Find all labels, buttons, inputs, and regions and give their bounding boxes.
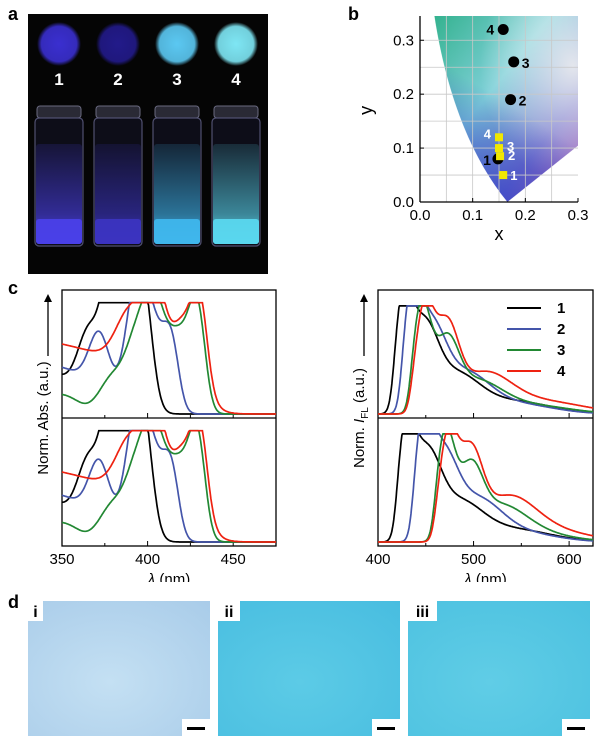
panel-c-label: c xyxy=(8,278,19,298)
curve-series-3-top xyxy=(378,305,593,415)
vial-cap-4 xyxy=(213,105,259,119)
film-spot-3 xyxy=(155,22,199,66)
x-tick-label: 500 xyxy=(461,551,486,568)
cie-point-square-2 xyxy=(496,152,505,161)
x-tick-label: 450 xyxy=(221,551,246,568)
x-tick-label: 400 xyxy=(135,551,160,568)
x-axis-label: λ (nm) xyxy=(147,571,190,582)
curve-series-4-top xyxy=(378,305,594,415)
scale-bar-ii xyxy=(377,727,395,730)
x-axis-label: λ (nm) xyxy=(463,571,506,582)
scale-bar-i xyxy=(187,727,205,730)
panel-d-label: d xyxy=(8,592,19,612)
vial-glow-2 xyxy=(95,219,141,244)
micrograph-label-iii: iii xyxy=(416,604,429,621)
vial-glow-4 xyxy=(213,219,259,244)
circle-label-4: 4 xyxy=(486,21,494,37)
film-spot-2 xyxy=(96,22,140,66)
cie-point-circle-3 xyxy=(508,56,520,68)
panel-c-fluorescence-chart: 400 500 600 λ (nm) Norm. IFL (a.u.) 1 2 3 4 xyxy=(351,289,594,582)
curve-series-3-top xyxy=(61,301,276,415)
micrograph-ii xyxy=(218,601,400,736)
sample-label-4: 4 xyxy=(231,70,241,89)
curve-series-4-top xyxy=(61,301,276,415)
vial-cap-3 xyxy=(154,105,200,119)
sample-label-2: 2 xyxy=(113,70,122,89)
y-arrow-head xyxy=(360,294,368,302)
cie-point-circle-4 xyxy=(497,23,509,35)
micrograph-label-i: i xyxy=(33,604,37,621)
curve-series-3-bottom xyxy=(61,429,276,543)
film-spot-4 xyxy=(214,22,258,66)
legend-label-3: 3 xyxy=(557,342,565,359)
y-axis-label: Norm. Abs. (a.u.) xyxy=(35,361,52,474)
y-tick-label: 0.0 xyxy=(393,194,414,211)
cie-point-square-4 xyxy=(495,133,503,142)
panel-c-absorption-chart: 350 400 450 λ (nm) Norm. Abs. (a.u.) xyxy=(35,289,277,582)
sample-label-3: 3 xyxy=(172,70,181,89)
cie-color-blue xyxy=(434,16,578,202)
x-axis-label: x xyxy=(495,224,504,244)
vial-cap-2 xyxy=(95,105,141,119)
panel-a-photo: 1 2 3 4 xyxy=(28,14,268,274)
x-tick-label: 0.3 xyxy=(568,207,589,224)
micrograph-iii xyxy=(408,601,590,736)
circle-label-2: 2 xyxy=(519,93,527,109)
film-spot-1 xyxy=(37,22,81,66)
x-tick-label: 0.1 xyxy=(462,207,483,224)
panel-a-label: a xyxy=(8,4,19,24)
curve-series-1-bottom xyxy=(378,433,594,543)
micrograph-i xyxy=(28,601,210,736)
square-label-4: 4 xyxy=(484,126,492,141)
circle-label-3: 3 xyxy=(522,55,530,71)
square-label-3: 3 xyxy=(507,139,514,154)
y-arrow-head xyxy=(44,294,52,302)
sample-label-1: 1 xyxy=(54,70,63,89)
y-axis-label: Norm. IFL (a.u.) xyxy=(351,368,371,468)
micrograph-label-box-i xyxy=(28,601,43,621)
panel-b-label: b xyxy=(348,4,359,24)
legend-label-4: 4 xyxy=(557,363,566,380)
x-tick-label: 350 xyxy=(49,551,74,568)
cie-point-square-3 xyxy=(495,144,503,153)
cie-point-circle-2 xyxy=(505,94,517,106)
cie-point-square-1 xyxy=(499,171,508,180)
curve-series-4-bottom xyxy=(61,429,276,543)
legend-label-2: 2 xyxy=(557,321,565,338)
curve-series-2-bottom xyxy=(378,433,593,543)
square-label-2: 2 xyxy=(508,148,515,163)
vial-glow-1 xyxy=(36,219,82,244)
vial-glow-3 xyxy=(154,219,200,244)
x-tick-label: 400 xyxy=(365,551,390,568)
scale-bar-iii xyxy=(567,727,585,730)
x-tick-label: 0.2 xyxy=(515,207,536,224)
square-label-1: 1 xyxy=(510,168,517,183)
micrograph-label-ii: ii xyxy=(225,604,234,621)
x-tick-label: 600 xyxy=(557,551,582,568)
circle-label-1: 1 xyxy=(483,152,491,168)
y-axis-label: y xyxy=(358,106,376,115)
panel-d-images: i ii iii xyxy=(28,601,590,736)
curve-series-4-bottom xyxy=(378,433,594,543)
y-tick-label: 0.1 xyxy=(393,140,414,157)
x-tick-label: 0.0 xyxy=(410,207,431,224)
micrograph-label-box-iii xyxy=(408,601,437,621)
y-tick-label: 0.2 xyxy=(393,86,414,103)
micrograph-label-box-ii xyxy=(218,601,240,621)
vial-cap-1 xyxy=(36,105,82,119)
y-tick-label: 0.3 xyxy=(393,32,414,49)
legend-label-1: 1 xyxy=(557,300,565,317)
